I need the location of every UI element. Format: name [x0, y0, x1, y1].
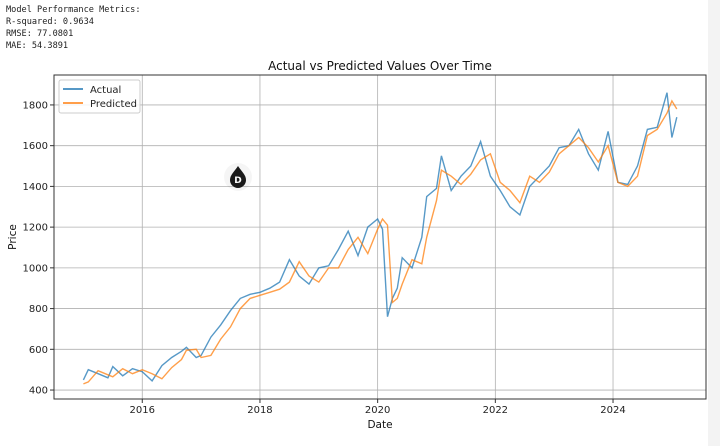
chart-title: Actual vs Predicted Values Over Time: [268, 59, 492, 73]
y-tick-label: 1000: [23, 263, 48, 274]
droplet-cursor-icon: D: [224, 163, 252, 191]
x-axis-label: Date: [367, 419, 392, 431]
plot-frame: [53, 74, 707, 400]
x-tick-label: 2020: [365, 405, 390, 416]
svg-text:D: D: [234, 176, 241, 186]
legend-label-predicted: Predicted: [90, 99, 137, 110]
y-tick-label: 400: [29, 386, 48, 397]
series-line-predicted: [83, 99, 678, 385]
legend-label-actual: Actual: [90, 85, 121, 96]
y-tick-label: 1200: [23, 223, 48, 234]
x-tick-label: 2016: [130, 405, 155, 416]
x-tick-label: 2018: [247, 405, 272, 416]
r-squared: R-squared: 0.9634: [6, 17, 94, 27]
x-tick-label: 2024: [600, 405, 625, 416]
y-tick-label: 600: [29, 345, 48, 356]
x-tick-label: 2022: [483, 405, 508, 416]
legend: Actual Predicted: [58, 79, 141, 114]
scrollbar-edge: [708, 0, 720, 446]
y-axis-label: Price: [7, 224, 19, 250]
metrics-output: Model Performance Metrics: R-squared: 0.9…: [6, 4, 141, 52]
mae: MAE: 54.3891: [6, 41, 69, 51]
series-line-actual: [82, 92, 678, 382]
rmse: RMSE: 77.0801: [6, 29, 74, 39]
metrics-heading: Model Performance Metrics:: [6, 5, 141, 15]
y-tick-label: 800: [29, 304, 48, 315]
y-tick-label: 1800: [23, 100, 48, 111]
y-tick-label: 1600: [23, 141, 48, 152]
y-tick-label: 1400: [23, 182, 48, 193]
